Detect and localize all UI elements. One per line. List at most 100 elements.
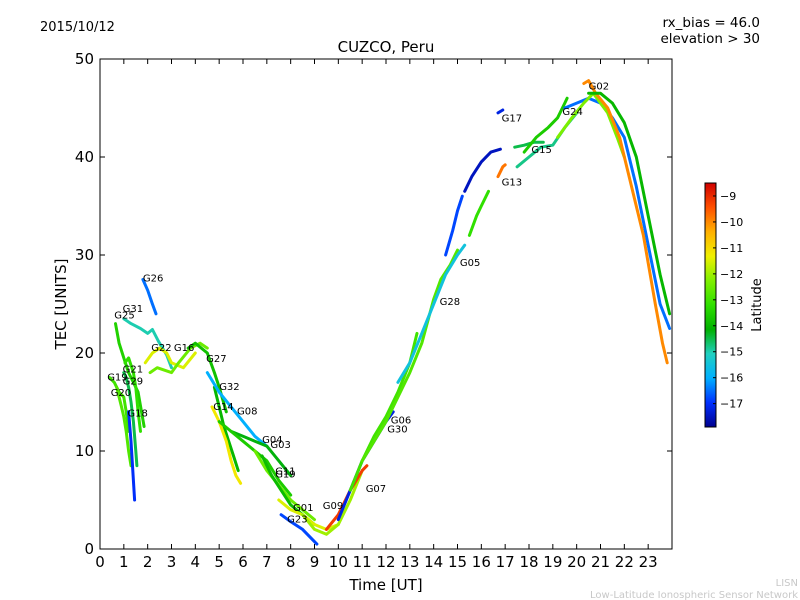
series-g24 (563, 96, 672, 330)
colorbar-tick-label: −13 (720, 294, 743, 307)
x-tick-label: 23 (639, 553, 658, 571)
satellite-label-g19: G19 (275, 470, 295, 481)
x-tick-label: 12 (376, 553, 395, 571)
x-tick-label: 1 (119, 553, 129, 571)
series-g21 (123, 356, 142, 433)
x-tick-label: 0 (95, 553, 105, 571)
series-layer (108, 79, 672, 546)
satellite-label-g04: G04 (262, 435, 282, 446)
footer-network: Low-Latitude Ionospheric Sensor Network (590, 590, 798, 600)
series-g02 (582, 79, 669, 365)
colorbar-tick-label: −14 (720, 320, 743, 333)
y-axis-label: TEC [UNITS] (52, 259, 70, 351)
plot-frame (99, 58, 673, 550)
satellite-label-g20: G20 (111, 388, 131, 399)
series-g05b (444, 194, 464, 257)
series-g23 (279, 513, 319, 546)
colorbar-tick-label: −9 (720, 190, 736, 203)
series-g13c (496, 163, 507, 179)
x-tick-label: 21 (591, 553, 610, 571)
x-tick-label: 15 (448, 553, 467, 571)
series-g22 (143, 346, 197, 370)
series-g15c (522, 96, 569, 154)
satellite-label-g14: G14 (213, 402, 233, 413)
series-g15 (513, 140, 545, 149)
satellite-label-g08: G08 (237, 407, 257, 418)
satellite-label-g09: G09 (323, 501, 343, 512)
satellite-label-g30: G30 (387, 424, 407, 435)
satellite-label-g29: G29 (123, 376, 143, 387)
satellite-label-g07: G07 (366, 484, 386, 495)
series-g19 (108, 376, 131, 433)
series-g16 (148, 341, 209, 375)
x-tick-label: 7 (262, 553, 272, 571)
series-g25 (114, 322, 146, 428)
satellite-label-g18: G18 (127, 409, 147, 420)
series-g09 (301, 469, 364, 536)
series-g18 (127, 410, 137, 502)
satellite-label-g28: G28 (440, 297, 460, 308)
satellite-label-g03: G03 (270, 440, 290, 451)
x-tick-label: 18 (519, 553, 538, 571)
x-tick-label: 19 (543, 553, 562, 571)
x-axis-label: Time [UT] (348, 576, 422, 594)
satellite-label-g15: G15 (531, 145, 551, 156)
series-g11 (253, 449, 316, 522)
series-g30 (348, 331, 419, 492)
satellite-label-g02: G02 (589, 81, 609, 92)
x-tick-label: 9 (310, 553, 320, 571)
y-axis-ticks: 0 10 20 30 40 50 (75, 50, 672, 558)
satellite-label-g22: G22 (151, 343, 171, 354)
series-g04 (229, 429, 293, 477)
series-g02b (587, 91, 672, 316)
elevation-label: elevation > 30 (660, 31, 760, 47)
x-tick-label: 4 (191, 553, 201, 571)
satellite-label-g32: G32 (219, 382, 239, 393)
x-tick-label: 3 (167, 553, 177, 571)
date-label: 2015/10/12 (40, 20, 115, 35)
y-tick-label: 50 (75, 50, 94, 68)
x-tick-label: 17 (496, 553, 515, 571)
y-tick-label: 30 (75, 246, 94, 264)
satellite-label-g26: G26 (143, 274, 163, 285)
satellite-label-g13: G13 (502, 177, 522, 188)
satellite-label-g25: G25 (114, 311, 134, 322)
satellite-label-g21: G21 (123, 365, 143, 376)
series-g24b (556, 91, 626, 159)
y-tick-label: 0 (84, 540, 94, 558)
colorbar-tick-label: −10 (720, 216, 743, 229)
series-g13b (463, 147, 502, 193)
x-tick-label: 13 (400, 553, 419, 571)
x-axis-ticks: 0 1 2 3 4 5 6 7 8 9 10 11 12 13 14 15 16 17 18 19 20 21 22 23 (95, 59, 658, 571)
colorbar (704, 182, 717, 428)
colorbar-tick-label: −11 (720, 242, 743, 255)
satellite-label-g23: G23 (287, 515, 307, 526)
satellite-label-g19: G19 (107, 372, 127, 383)
series-g32 (212, 385, 240, 473)
series-g26 (141, 278, 158, 316)
x-tick-label: 10 (329, 553, 348, 571)
colorbar-tick-label: −15 (720, 346, 743, 359)
series-g05 (396, 243, 467, 384)
satellite-label-g17: G17 (502, 114, 522, 125)
satellite-label-g11: G11 (275, 467, 295, 478)
colorbar-ticks: −9 −10 −11 −12 −13 −14 −15 −16 −17 (713, 190, 743, 411)
y-tick-label: 20 (75, 344, 94, 362)
rx-bias-label: rx_bias = 46.0 (662, 15, 760, 31)
x-tick-label: 16 (472, 553, 491, 571)
x-tick-label: 2 (143, 553, 153, 571)
satellite-label-g16: G16 (174, 343, 194, 354)
colorbar-label: Latitude (750, 278, 765, 332)
x-tick-label: 8 (286, 553, 296, 571)
footer-lisn: LISN (776, 578, 798, 589)
colorbar-tick-label: −17 (720, 398, 743, 411)
satellite-label-g05: G05 (460, 258, 480, 269)
y-tick-label: 40 (75, 148, 94, 166)
series-g14 (210, 405, 243, 485)
satellite-label-g27: G27 (206, 354, 226, 365)
series-g29 (122, 371, 139, 468)
colorbar-tick-label: −16 (720, 372, 743, 385)
satellite-label-g24: G24 (562, 107, 582, 118)
